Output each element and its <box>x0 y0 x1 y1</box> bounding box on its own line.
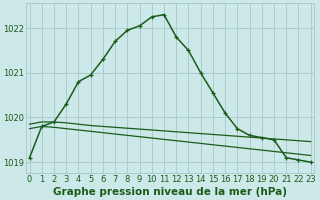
X-axis label: Graphe pression niveau de la mer (hPa): Graphe pression niveau de la mer (hPa) <box>53 187 287 197</box>
